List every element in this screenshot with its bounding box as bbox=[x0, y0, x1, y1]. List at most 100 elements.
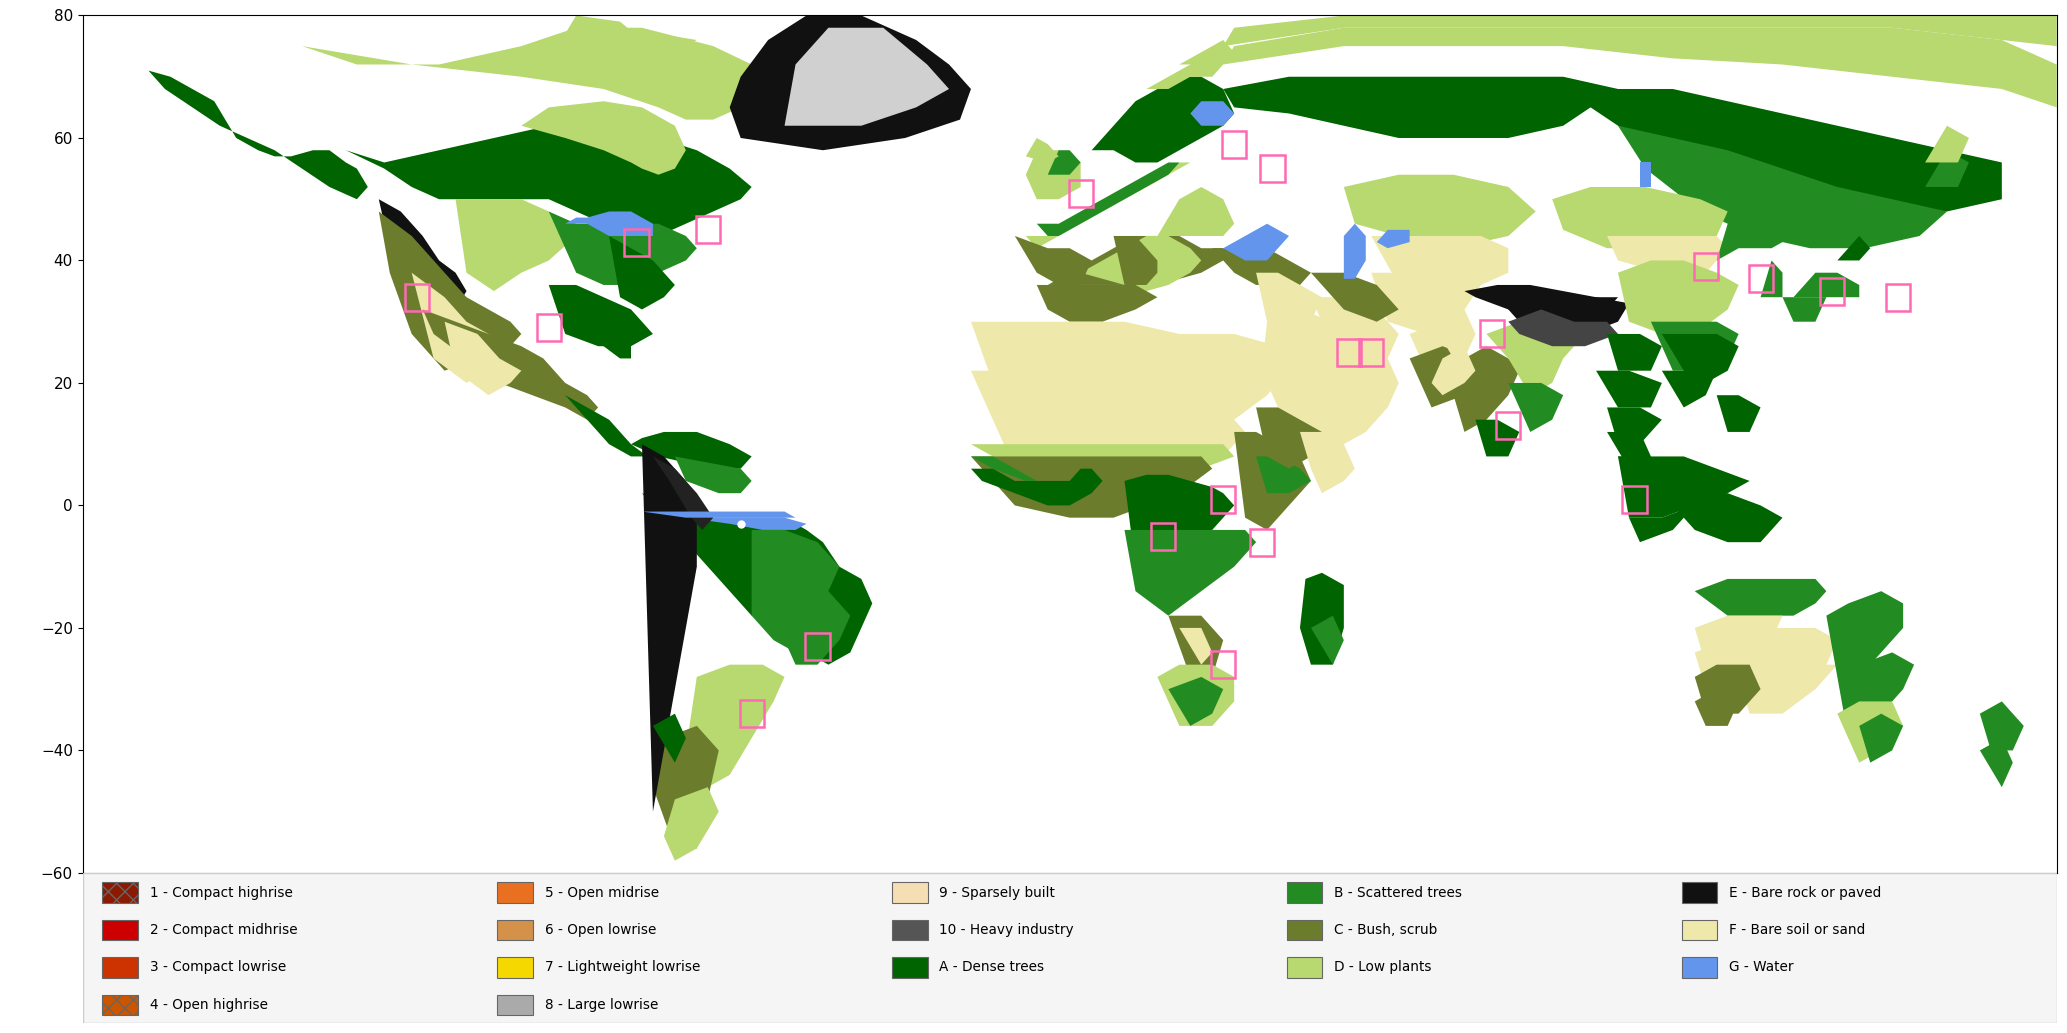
Polygon shape bbox=[1168, 677, 1224, 726]
Polygon shape bbox=[1838, 701, 1904, 762]
Polygon shape bbox=[664, 787, 719, 860]
Polygon shape bbox=[785, 591, 850, 664]
Bar bbox=[498, 919, 533, 940]
Bar bbox=[806, 633, 829, 660]
Polygon shape bbox=[1310, 298, 1399, 371]
Polygon shape bbox=[1858, 714, 1904, 762]
Bar bbox=[1885, 284, 1910, 311]
Text: 10 - Heavy industry: 10 - Heavy industry bbox=[938, 924, 1075, 937]
Polygon shape bbox=[1158, 187, 1234, 236]
Polygon shape bbox=[1629, 505, 1695, 542]
Polygon shape bbox=[1606, 407, 1662, 444]
Polygon shape bbox=[1114, 236, 1158, 285]
Polygon shape bbox=[630, 432, 752, 469]
Polygon shape bbox=[1432, 310, 1476, 358]
Polygon shape bbox=[1827, 591, 1904, 677]
Polygon shape bbox=[1509, 310, 1618, 346]
Polygon shape bbox=[1509, 346, 1563, 396]
Polygon shape bbox=[1025, 162, 1191, 248]
Polygon shape bbox=[1410, 346, 1486, 407]
Polygon shape bbox=[1038, 285, 1158, 321]
Polygon shape bbox=[1310, 273, 1399, 321]
Bar bbox=[498, 882, 533, 903]
Text: C - Bush, scrub: C - Bush, scrub bbox=[1333, 924, 1437, 937]
Text: G - Water: G - Water bbox=[1728, 961, 1794, 974]
Polygon shape bbox=[1025, 236, 1224, 285]
Polygon shape bbox=[1838, 653, 1914, 739]
Polygon shape bbox=[1695, 640, 1782, 689]
Text: 3 - Compact lowrise: 3 - Compact lowrise bbox=[149, 961, 285, 974]
Bar bbox=[1069, 180, 1093, 207]
Polygon shape bbox=[548, 285, 653, 346]
Polygon shape bbox=[1695, 689, 1738, 726]
Bar bbox=[1251, 529, 1273, 556]
Bar bbox=[1623, 486, 1647, 512]
Bar bbox=[697, 216, 719, 244]
Polygon shape bbox=[1211, 248, 1310, 285]
Polygon shape bbox=[1728, 628, 1838, 701]
Polygon shape bbox=[1618, 260, 1738, 334]
Polygon shape bbox=[643, 511, 796, 518]
Polygon shape bbox=[643, 493, 839, 628]
Polygon shape bbox=[1761, 260, 1782, 298]
Polygon shape bbox=[1025, 138, 1058, 162]
Polygon shape bbox=[1224, 28, 2057, 107]
Polygon shape bbox=[1224, 76, 1618, 138]
Polygon shape bbox=[1476, 419, 1519, 457]
Polygon shape bbox=[1147, 53, 1224, 89]
Polygon shape bbox=[378, 199, 467, 321]
Bar bbox=[1288, 919, 1323, 940]
Polygon shape bbox=[564, 15, 643, 46]
Polygon shape bbox=[1606, 236, 1728, 273]
Polygon shape bbox=[1158, 664, 1234, 726]
Polygon shape bbox=[1618, 457, 1662, 493]
Polygon shape bbox=[1370, 273, 1480, 334]
Bar bbox=[1337, 339, 1362, 366]
Polygon shape bbox=[643, 444, 697, 812]
Polygon shape bbox=[1370, 236, 1509, 298]
Polygon shape bbox=[1432, 346, 1476, 396]
Polygon shape bbox=[1058, 236, 1201, 291]
Polygon shape bbox=[1486, 321, 1575, 371]
Polygon shape bbox=[1463, 285, 1618, 321]
Bar bbox=[1261, 155, 1284, 182]
Polygon shape bbox=[587, 321, 630, 358]
Polygon shape bbox=[1377, 230, 1410, 248]
Polygon shape bbox=[785, 28, 949, 126]
Polygon shape bbox=[653, 457, 713, 530]
Polygon shape bbox=[971, 457, 1211, 518]
Polygon shape bbox=[1662, 493, 1782, 542]
Polygon shape bbox=[521, 101, 686, 175]
Polygon shape bbox=[1652, 321, 1738, 371]
Polygon shape bbox=[1718, 212, 1794, 260]
Polygon shape bbox=[1224, 224, 1290, 260]
Polygon shape bbox=[1618, 457, 1749, 518]
Polygon shape bbox=[1606, 334, 1662, 371]
Polygon shape bbox=[1695, 578, 1827, 616]
Polygon shape bbox=[302, 126, 752, 236]
Polygon shape bbox=[411, 273, 511, 383]
Polygon shape bbox=[455, 199, 577, 291]
Polygon shape bbox=[806, 567, 872, 664]
Polygon shape bbox=[1344, 175, 1536, 248]
Text: 5 - Open midrise: 5 - Open midrise bbox=[544, 885, 659, 900]
Polygon shape bbox=[1695, 664, 1761, 714]
Polygon shape bbox=[1453, 346, 1519, 432]
Polygon shape bbox=[302, 28, 769, 120]
Bar bbox=[103, 882, 138, 903]
Polygon shape bbox=[1015, 236, 1091, 285]
Text: A - Dense trees: A - Dense trees bbox=[938, 961, 1044, 974]
Polygon shape bbox=[1563, 89, 2001, 212]
Polygon shape bbox=[1224, 15, 2057, 46]
Polygon shape bbox=[1509, 383, 1563, 432]
Polygon shape bbox=[1606, 432, 1652, 469]
Polygon shape bbox=[1168, 616, 1224, 677]
Bar bbox=[893, 919, 928, 940]
Polygon shape bbox=[1639, 162, 1652, 187]
Polygon shape bbox=[564, 396, 647, 457]
Bar bbox=[103, 958, 138, 977]
Polygon shape bbox=[1980, 701, 2024, 750]
Polygon shape bbox=[1180, 628, 1211, 664]
Text: 2 - Compact midhrise: 2 - Compact midhrise bbox=[149, 924, 298, 937]
Polygon shape bbox=[610, 236, 674, 310]
